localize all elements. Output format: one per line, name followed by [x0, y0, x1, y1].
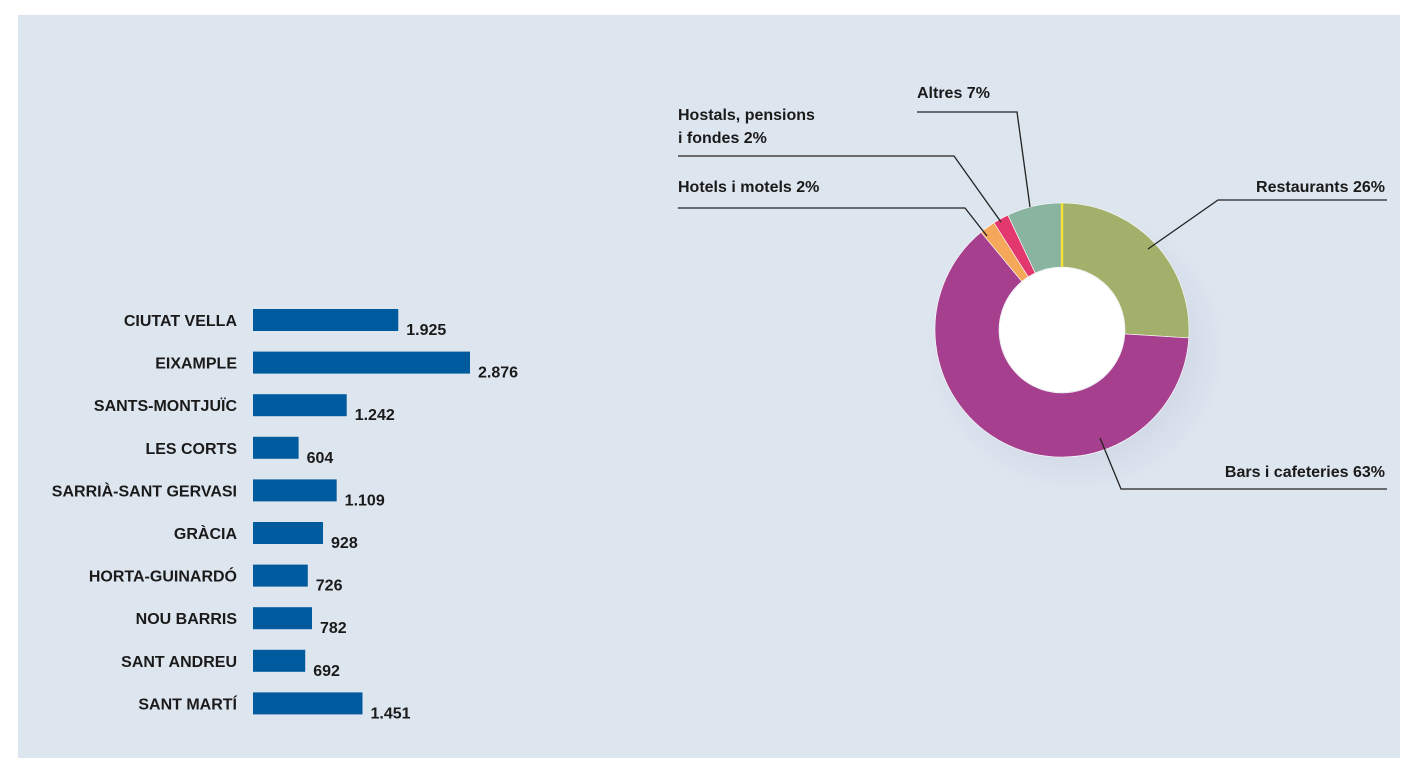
donut-slice: [934, 231, 1190, 458]
bar: [253, 479, 337, 502]
value-label: 1.242: [355, 407, 395, 424]
category-label: GRÀCIA: [174, 524, 238, 543]
callout-line: [1147, 199, 1387, 250]
value-label: 1.925: [406, 322, 446, 339]
slice-label: Bars i cafeteries 63%: [1225, 464, 1385, 481]
bar: [253, 649, 306, 672]
category-label: EIXAMPLE: [155, 356, 237, 373]
category-label: CIUTAT VELLA: [124, 313, 238, 330]
donut-slice: [1061, 202, 1190, 339]
category-label: SANT MARTÍ: [138, 694, 237, 713]
category-label: SANT ANDREU: [121, 654, 237, 671]
slice-label: Hotels i motels 2%: [678, 179, 819, 196]
category-label: SANTS-MONTJUÏC: [94, 397, 238, 415]
donut-callouts: Restaurants 26% Bars i cafeteries 63% Hote…: [678, 85, 1387, 490]
category-label: HORTA-GUINARDÓ: [89, 567, 237, 586]
donut-hole: [999, 267, 1125, 393]
bar: [253, 394, 347, 417]
value-label: 1.451: [370, 705, 410, 722]
bar: [253, 692, 363, 715]
bar-chart: CIUTAT VELLA 1.925 EIXAMPLE 2.876 SANTS-MONT…: [52, 309, 518, 722]
value-label: 726: [316, 578, 343, 595]
value-label: 928: [331, 535, 358, 552]
callout-line: [1099, 437, 1387, 490]
value-label: 692: [313, 663, 340, 680]
value-label: 1.109: [345, 492, 385, 509]
slice-label: i fondes 2%: [678, 130, 767, 147]
callout-line: [678, 155, 1002, 223]
callout-line: [917, 111, 1031, 208]
category-label: NOU BARRIS: [136, 611, 238, 628]
slice-label: Hostals, pensions: [678, 107, 815, 124]
bar: [253, 607, 313, 630]
category-label: SARRIÀ-SANT GERVASI: [52, 481, 237, 500]
category-label: LES CORTS: [145, 441, 237, 458]
value-label: 604: [307, 450, 334, 467]
callout-line: [678, 207, 988, 237]
value-label: 782: [320, 620, 347, 637]
value-label: 2.876: [478, 365, 518, 382]
bar: [253, 436, 299, 459]
bar: [253, 309, 399, 331]
donut-chart: [927, 202, 1225, 491]
bar: [253, 351, 470, 374]
bar: [253, 564, 308, 587]
bar: [253, 522, 324, 544]
slice-label: Altres 7%: [917, 85, 990, 102]
slice-label: Restaurants 26%: [1256, 179, 1385, 196]
